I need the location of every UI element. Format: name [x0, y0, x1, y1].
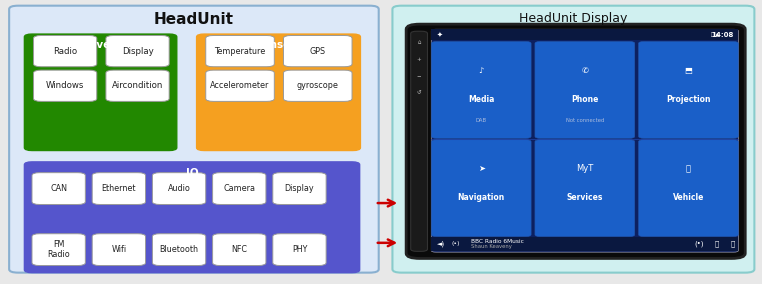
Text: ↺: ↺: [417, 89, 421, 95]
Text: ⏮: ⏮: [715, 241, 719, 247]
FancyBboxPatch shape: [447, 239, 466, 249]
Text: ➤: ➤: [478, 164, 485, 173]
Text: Camera: Camera: [223, 184, 255, 193]
Text: Radio: Radio: [53, 47, 77, 56]
Text: Bluetooth: Bluetooth: [159, 245, 199, 254]
FancyBboxPatch shape: [34, 70, 97, 101]
FancyBboxPatch shape: [411, 31, 427, 251]
Text: ⬒: ⬒: [684, 66, 693, 75]
Text: (•): (•): [695, 241, 704, 247]
Text: FM
Radio: FM Radio: [47, 240, 70, 259]
Text: GPS: GPS: [309, 47, 326, 56]
FancyBboxPatch shape: [32, 173, 85, 204]
Text: Media: Media: [468, 95, 495, 104]
Text: ⏭: ⏭: [730, 241, 735, 247]
FancyBboxPatch shape: [535, 41, 635, 138]
Text: Vehicle: Vehicle: [673, 193, 704, 202]
FancyBboxPatch shape: [431, 29, 738, 40]
Text: Ethernet: Ethernet: [101, 184, 136, 193]
Text: −: −: [417, 73, 421, 78]
FancyBboxPatch shape: [106, 36, 169, 67]
Text: Sensors: Sensors: [255, 40, 302, 50]
Text: Phone: Phone: [572, 95, 598, 104]
FancyBboxPatch shape: [152, 234, 206, 266]
Text: ⌂: ⌂: [418, 40, 421, 45]
FancyBboxPatch shape: [9, 6, 379, 273]
FancyBboxPatch shape: [273, 234, 326, 266]
FancyBboxPatch shape: [24, 34, 177, 151]
Text: (•): (•): [452, 241, 460, 247]
FancyBboxPatch shape: [32, 234, 85, 266]
FancyBboxPatch shape: [639, 140, 738, 237]
FancyBboxPatch shape: [213, 234, 266, 266]
FancyBboxPatch shape: [535, 140, 635, 237]
FancyBboxPatch shape: [206, 36, 274, 67]
FancyBboxPatch shape: [283, 70, 352, 101]
Text: CAN: CAN: [50, 184, 67, 193]
FancyBboxPatch shape: [92, 173, 146, 204]
FancyBboxPatch shape: [406, 24, 745, 258]
Text: Windows: Windows: [46, 81, 85, 90]
FancyBboxPatch shape: [431, 41, 531, 138]
Text: ♪: ♪: [479, 66, 484, 75]
Text: ✆: ✆: [581, 66, 588, 75]
Text: Shaun Keaveny: Shaun Keaveny: [471, 245, 512, 249]
Text: Wifi: Wifi: [111, 245, 126, 254]
FancyBboxPatch shape: [152, 173, 206, 204]
Text: +: +: [417, 57, 421, 62]
Text: IO: IO: [186, 168, 198, 178]
FancyBboxPatch shape: [24, 162, 360, 273]
Text: Drivers: Drivers: [79, 40, 122, 50]
Text: NFC: NFC: [232, 245, 247, 254]
FancyBboxPatch shape: [431, 237, 738, 251]
FancyBboxPatch shape: [392, 6, 754, 273]
FancyBboxPatch shape: [431, 29, 738, 252]
FancyBboxPatch shape: [273, 173, 326, 204]
Text: gyroscope: gyroscope: [297, 81, 338, 90]
Text: 🚗: 🚗: [686, 164, 691, 173]
Text: ◄): ◄): [437, 241, 445, 247]
Text: PHY: PHY: [292, 245, 307, 254]
Text: 🔊 ▲: 🔊 ▲: [711, 32, 719, 37]
FancyBboxPatch shape: [106, 70, 169, 101]
Text: Aircondition: Aircondition: [112, 81, 163, 90]
Text: 14:08: 14:08: [712, 32, 734, 38]
Text: Display: Display: [285, 184, 314, 193]
FancyBboxPatch shape: [34, 36, 97, 67]
Text: Accelerometer: Accelerometer: [210, 81, 270, 90]
Text: Projection: Projection: [666, 95, 711, 104]
FancyBboxPatch shape: [206, 70, 274, 101]
FancyBboxPatch shape: [92, 234, 146, 266]
Text: BBC Radio 6Music: BBC Radio 6Music: [471, 239, 523, 244]
Text: Audio: Audio: [168, 184, 190, 193]
Text: ✦: ✦: [437, 32, 443, 38]
FancyBboxPatch shape: [639, 41, 738, 138]
FancyBboxPatch shape: [197, 34, 360, 151]
Text: Services: Services: [567, 193, 603, 202]
Text: HeadUnit: HeadUnit: [154, 12, 234, 27]
Text: Display: Display: [122, 47, 153, 56]
Text: MyT: MyT: [576, 164, 594, 173]
Text: HeadUnit Display: HeadUnit Display: [519, 12, 628, 25]
FancyBboxPatch shape: [283, 36, 352, 67]
FancyBboxPatch shape: [213, 173, 266, 204]
Text: Temperature: Temperature: [214, 47, 266, 56]
FancyBboxPatch shape: [431, 140, 531, 237]
Text: Navigation: Navigation: [457, 193, 505, 202]
Text: Not connected: Not connected: [565, 118, 604, 123]
Text: DAB: DAB: [475, 118, 487, 123]
